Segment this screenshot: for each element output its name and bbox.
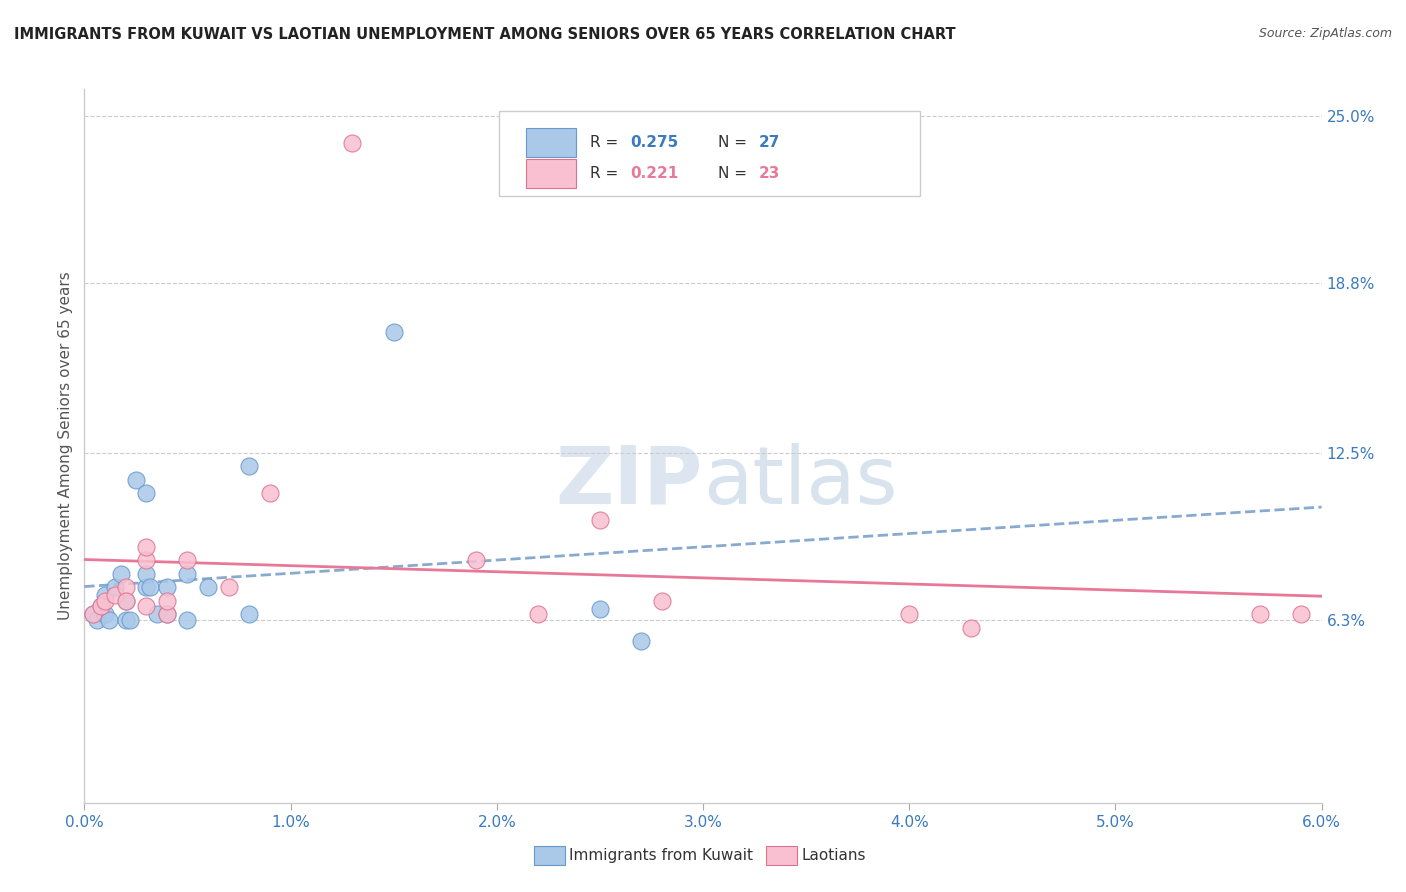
- Point: [176, 566, 198, 581]
- Text: R =: R =: [591, 166, 623, 181]
- Point: [82, 607, 104, 622]
- Point: [960, 621, 983, 635]
- Point: [104, 589, 127, 603]
- Text: atlas: atlas: [703, 442, 897, 521]
- FancyBboxPatch shape: [526, 128, 575, 157]
- Text: N =: N =: [718, 166, 752, 181]
- Text: 27: 27: [759, 136, 780, 150]
- FancyBboxPatch shape: [526, 159, 575, 187]
- Point: [238, 607, 260, 622]
- Text: N =: N =: [718, 136, 752, 150]
- Point: [98, 613, 121, 627]
- Point: [527, 607, 550, 622]
- Text: 0.275: 0.275: [630, 136, 678, 150]
- Point: [139, 580, 162, 594]
- Point: [114, 613, 136, 627]
- Point: [465, 553, 488, 567]
- Point: [145, 607, 167, 622]
- Point: [135, 580, 157, 594]
- Point: [135, 553, 157, 567]
- Point: [156, 594, 179, 608]
- Point: [176, 613, 198, 627]
- Text: 0.221: 0.221: [630, 166, 678, 181]
- Point: [630, 634, 652, 648]
- Point: [898, 607, 921, 622]
- Point: [82, 607, 104, 622]
- Point: [135, 486, 157, 500]
- Point: [90, 599, 112, 614]
- Point: [125, 473, 148, 487]
- Point: [156, 607, 179, 622]
- Text: Immigrants from Kuwait: Immigrants from Kuwait: [569, 848, 754, 863]
- Point: [589, 513, 612, 527]
- Y-axis label: Unemployment Among Seniors over 65 years: Unemployment Among Seniors over 65 years: [58, 272, 73, 620]
- Point: [118, 613, 141, 627]
- Text: Source: ZipAtlas.com: Source: ZipAtlas.com: [1258, 27, 1392, 40]
- Point: [114, 580, 136, 594]
- Point: [156, 580, 179, 594]
- Point: [90, 599, 112, 614]
- Point: [342, 136, 364, 150]
- Point: [176, 553, 198, 567]
- Point: [259, 486, 281, 500]
- Point: [135, 599, 157, 614]
- Point: [114, 594, 136, 608]
- Point: [104, 580, 127, 594]
- Text: 23: 23: [759, 166, 780, 181]
- Point: [1249, 607, 1271, 622]
- Point: [135, 566, 157, 581]
- Point: [218, 580, 240, 594]
- Point: [94, 594, 117, 608]
- Point: [86, 613, 108, 627]
- Point: [110, 566, 132, 581]
- Point: [135, 540, 157, 554]
- Text: ZIP: ZIP: [555, 442, 703, 521]
- Text: R =: R =: [591, 136, 623, 150]
- Point: [1289, 607, 1312, 622]
- Point: [156, 607, 179, 622]
- Point: [94, 589, 117, 603]
- Point: [238, 459, 260, 474]
- Point: [197, 580, 219, 594]
- Text: IMMIGRANTS FROM KUWAIT VS LAOTIAN UNEMPLOYMENT AMONG SENIORS OVER 65 YEARS CORRE: IMMIGRANTS FROM KUWAIT VS LAOTIAN UNEMPL…: [14, 27, 956, 42]
- Point: [94, 607, 117, 622]
- Point: [114, 594, 136, 608]
- FancyBboxPatch shape: [499, 111, 920, 196]
- Point: [651, 594, 673, 608]
- Text: Laotians: Laotians: [801, 848, 866, 863]
- Point: [382, 325, 405, 339]
- Point: [589, 602, 612, 616]
